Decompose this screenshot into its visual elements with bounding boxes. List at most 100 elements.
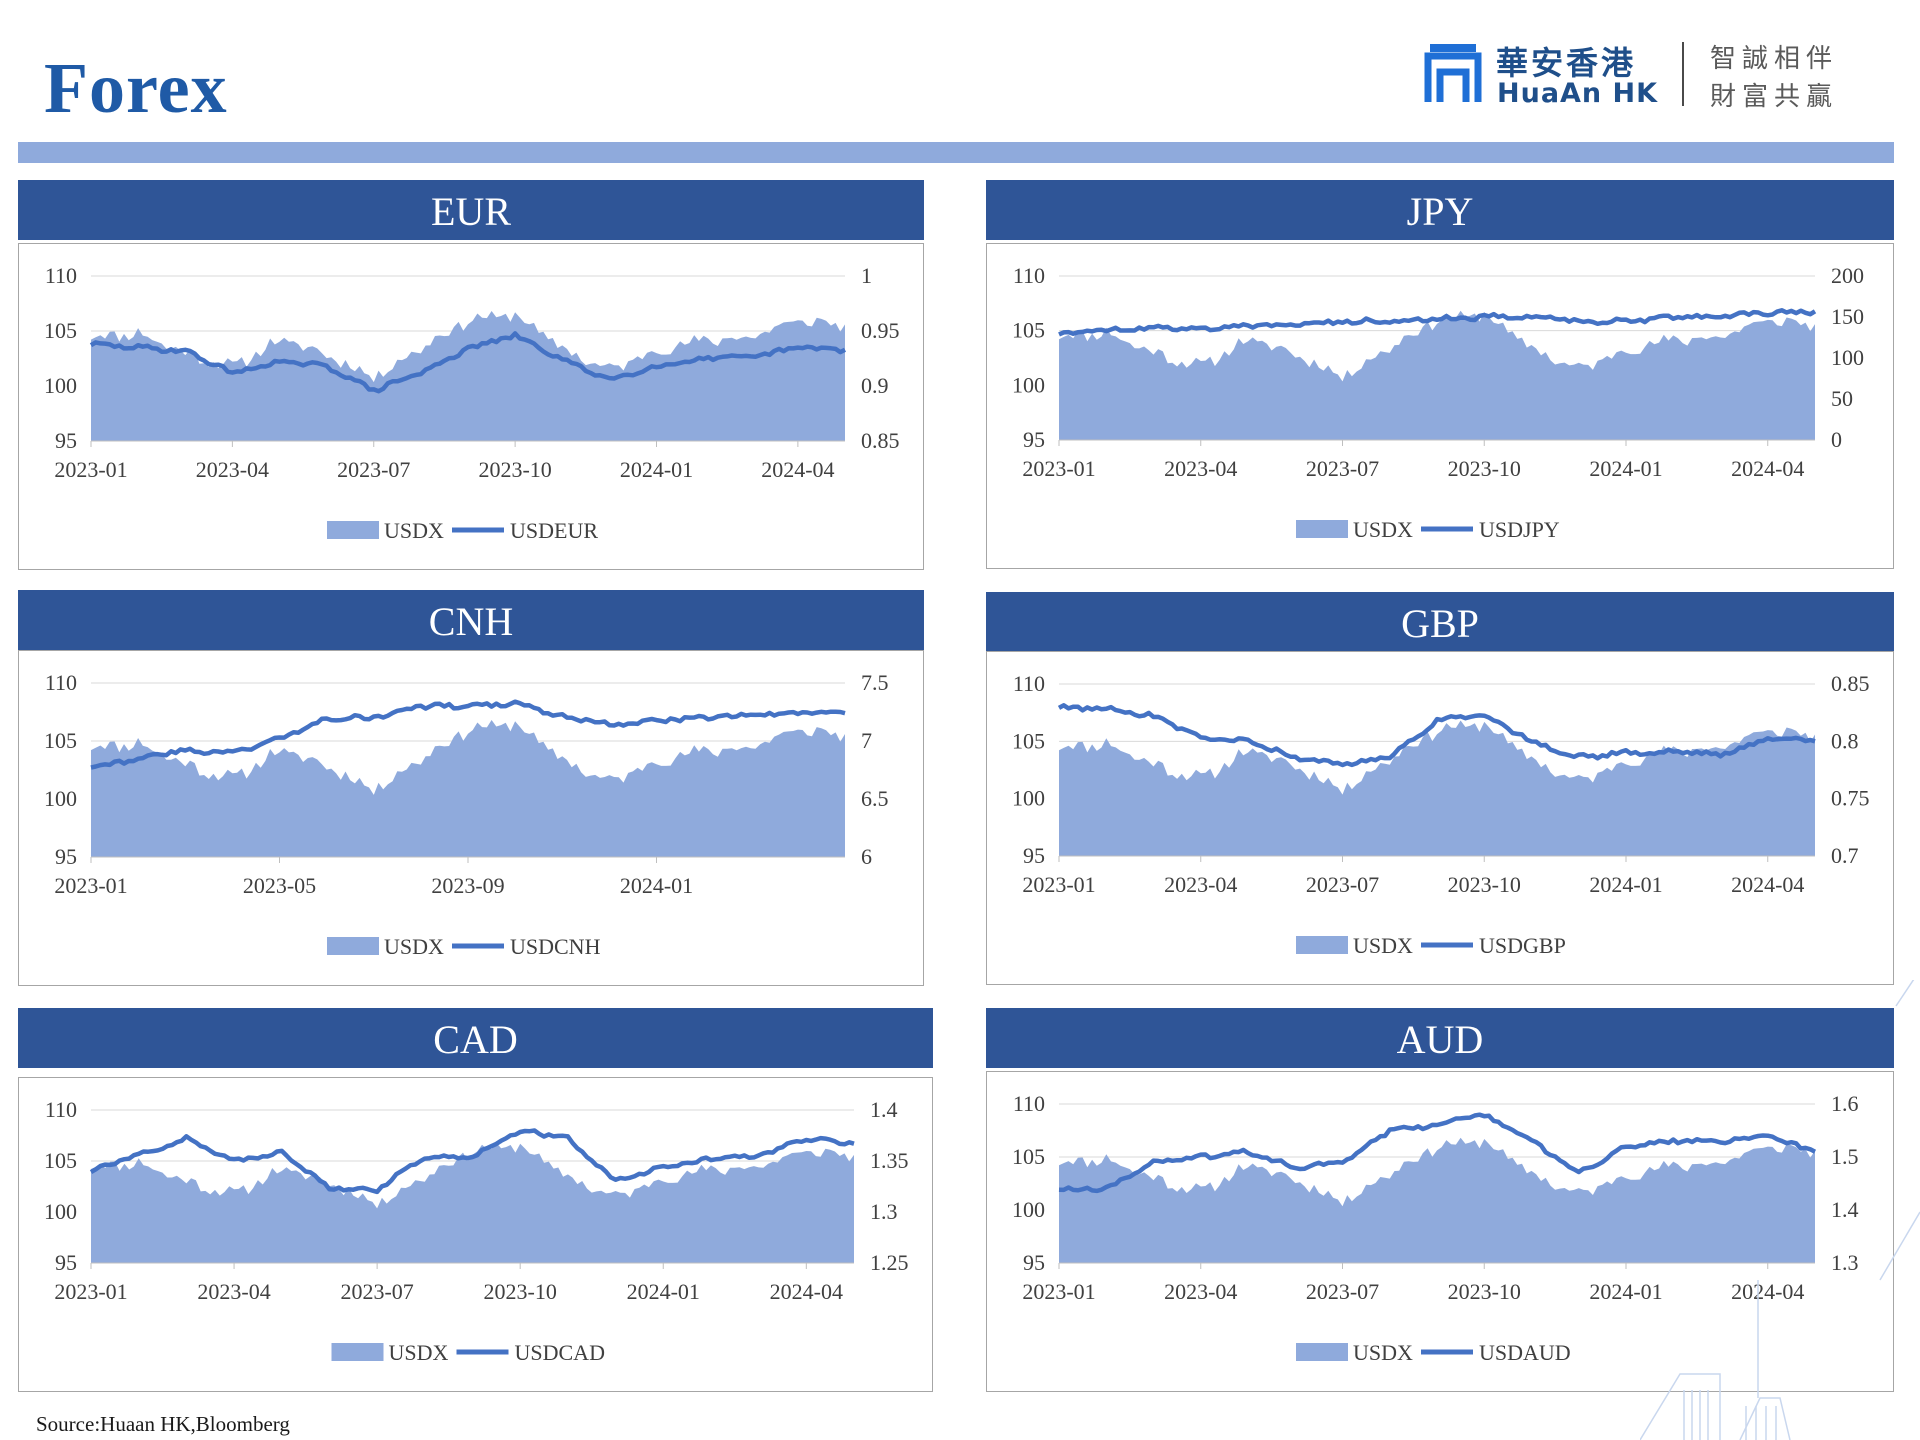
y-left-tick-label: 100 [1012, 1197, 1045, 1222]
x-tick-label: 2023-04 [1164, 1279, 1237, 1304]
usdx-area-series [91, 311, 845, 441]
x-tick-label: 2024-01 [627, 1279, 700, 1304]
legend-label: USDCAD [515, 1340, 605, 1365]
y-right-tick-label: 0.85 [861, 428, 900, 453]
x-tick-label: 2023-10 [1448, 456, 1521, 481]
chart-legend: USDX USDCAD [331, 1340, 605, 1365]
logo-slogan-line2: 財富共贏 [1710, 82, 1839, 112]
line-series-usdcad [89, 1128, 855, 1195]
y-left-tick-label: 95 [1023, 1250, 1045, 1275]
y-right-tick-label: 1.4 [870, 1097, 898, 1122]
huaan-logo-icon [1424, 44, 1482, 102]
chart-body: 95 100 105 110 1.3 1.4 1.5 1.6 2023-01 2023-04 202… [986, 1071, 1894, 1392]
chart-panel-eur: EUR 95 100 105 110 0.85 0.9 0.95 1 2023-01 2023-0… [18, 180, 924, 570]
y-left-tick-label: 110 [45, 263, 77, 288]
y-left-tick-label: 95 [55, 844, 77, 869]
y-right-tick-label: 6 [861, 844, 872, 869]
chart-legend: USDX USDCNH [327, 934, 601, 959]
x-tick-label: 2023-10 [484, 1279, 557, 1304]
chart-title: CAD [18, 1008, 933, 1068]
legend-label: USDAUD [1479, 1340, 1571, 1365]
y-left-tick-label: 110 [1013, 671, 1045, 696]
x-tick-label: 2024-04 [1731, 1279, 1804, 1304]
x-tick-label: 2023-04 [197, 1279, 270, 1304]
x-tick-label: 2023-01 [54, 873, 127, 898]
legend-swatch-area [331, 1343, 384, 1361]
legend-label: USDX [1353, 1340, 1413, 1365]
chart-body: 95 100 105 110 1.25 1.3 1.35 1.4 2023-01 2023-04 2… [18, 1077, 933, 1392]
x-tick-label: 2023-05 [243, 873, 316, 898]
line-series-usdaud [1058, 1112, 1817, 1194]
aud-chart: 95 100 105 110 1.3 1.4 1.5 1.6 2023-01 2023-04 202… [1012, 1091, 1859, 1365]
x-tick-label: 2023-07 [337, 457, 410, 482]
chart-body: 95 100 105 110 0.7 0.75 0.8 0.85 2023-01 2023-04 2… [986, 651, 1894, 985]
y-right-tick-label: 7 [861, 728, 872, 753]
x-tick-label: 2023-07 [1306, 456, 1379, 481]
x-tick-label: 2024-01 [1589, 872, 1662, 897]
y-left-tick-label: 105 [1012, 318, 1045, 343]
x-tick-label: 2024-01 [620, 457, 693, 482]
title-band [18, 142, 1894, 163]
legend-label: USDJPY [1479, 517, 1560, 542]
y-left-tick-label: 110 [45, 1097, 77, 1122]
x-tick-label: 2023-01 [54, 1279, 127, 1304]
legend-swatch-area [327, 937, 379, 955]
legend-label: USDX [389, 1340, 449, 1365]
y-right-tick-label: 1.25 [870, 1250, 909, 1275]
y-left-tick-label: 105 [44, 318, 77, 343]
legend-label: USDGBP [1479, 933, 1566, 958]
y-right-tick-label: 200 [1831, 263, 1864, 288]
y-right-tick-label: 0.8 [1831, 728, 1859, 753]
y-right-tick-label: 0.9 [861, 373, 889, 398]
x-tick-label: 2024-04 [1731, 872, 1804, 897]
x-tick-label: 2024-04 [1731, 456, 1804, 481]
y-left-tick-label: 100 [44, 786, 77, 811]
logo-divider [1682, 42, 1684, 106]
x-tick-label: 2023-01 [1022, 456, 1095, 481]
x-tick-label: 2023-10 [1448, 872, 1521, 897]
legend-swatch-area [1296, 1343, 1348, 1361]
legend-swatch-area [327, 521, 379, 539]
y-left-tick-label: 110 [45, 670, 77, 695]
y-right-tick-label: 0.85 [1831, 671, 1870, 696]
legend-label: USDX [1353, 517, 1413, 542]
usdx-area-series [1059, 1137, 1815, 1263]
page-title: Forex [44, 48, 228, 128]
chart-legend: USDX USDEUR [327, 518, 598, 543]
y-left-tick-label: 95 [1023, 843, 1045, 868]
y-right-tick-label: 1 [861, 263, 872, 288]
x-tick-label: 2023-07 [1306, 872, 1379, 897]
chart-panel-aud: AUD 95 100 105 110 1.3 1.4 1.5 1.6 2023-01 2023-0… [986, 1008, 1894, 1392]
legend-label: USDEUR [510, 518, 598, 543]
chart-panel-jpy: JPY 95 100 105 110 0 50 100 150 200 2023-01 2023-0… [986, 180, 1894, 569]
y-right-tick-label: 0 [1831, 427, 1842, 452]
decorative-building-lines [1640, 980, 1920, 1440]
y-right-tick-label: 6.5 [861, 786, 889, 811]
y-left-tick-label: 105 [44, 728, 77, 753]
y-left-tick-label: 100 [44, 373, 77, 398]
y-left-tick-label: 105 [1012, 728, 1045, 753]
chart-title: GBP [986, 592, 1894, 652]
usdx-area-series [1059, 720, 1815, 856]
cnh-chart: 95 100 105 110 6 6.5 7 7.5 2023-01 2023-05 2023-09… [44, 670, 889, 959]
x-tick-label: 2024-04 [761, 457, 834, 482]
y-right-tick-label: 1.3 [870, 1199, 898, 1224]
logo-slogan-line1: 智誠相伴 [1710, 44, 1839, 74]
chart-legend: USDX USDJPY [1296, 517, 1560, 542]
y-right-tick-label: 1.6 [1831, 1091, 1859, 1116]
y-left-tick-label: 110 [1013, 1091, 1045, 1116]
usdx-area-series [91, 1142, 854, 1263]
y-left-tick-label: 100 [44, 1199, 77, 1224]
x-tick-label: 2024-01 [1589, 1279, 1662, 1304]
y-right-tick-label: 1.35 [870, 1148, 909, 1173]
x-tick-label: 2023-07 [340, 1279, 413, 1304]
x-tick-label: 2023-01 [54, 457, 127, 482]
x-tick-label: 2023-10 [1448, 1279, 1521, 1304]
x-tick-label: 2023-04 [196, 457, 269, 482]
x-tick-label: 2024-01 [620, 873, 693, 898]
y-left-tick-label: 105 [1012, 1144, 1045, 1169]
cad-chart: 95 100 105 110 1.25 1.3 1.35 1.4 2023-01 2023-04 2… [44, 1097, 909, 1365]
x-tick-label: 2023-10 [478, 457, 551, 482]
legend-label: USDCNH [510, 934, 601, 959]
jpy-chart: 95 100 105 110 0 50 100 150 200 2023-01 2023-04 202… [1012, 263, 1864, 542]
